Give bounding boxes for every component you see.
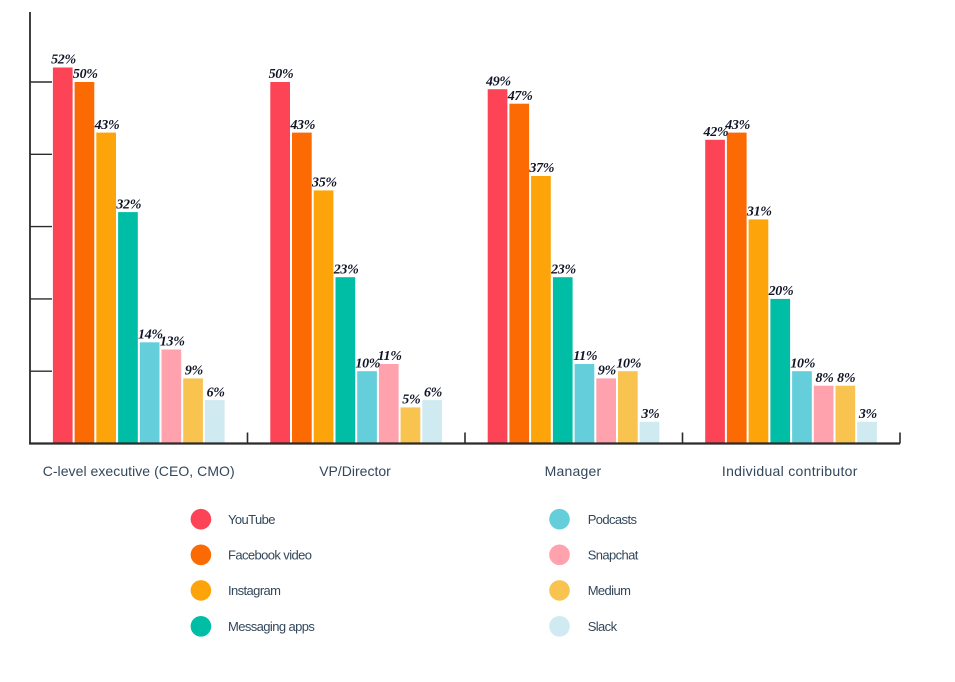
svg-text:11%: 11% xyxy=(378,349,402,364)
svg-text:42%: 42% xyxy=(703,125,729,140)
svg-text:43%: 43% xyxy=(289,118,315,133)
svg-text:6%: 6% xyxy=(424,385,442,400)
svg-text:5%: 5% xyxy=(402,393,420,408)
svg-text:8%: 8% xyxy=(815,371,833,386)
svg-text:11%: 11% xyxy=(573,349,597,364)
svg-text:47%: 47% xyxy=(507,89,533,104)
svg-text:31%: 31% xyxy=(746,205,772,220)
svg-text:9%: 9% xyxy=(598,364,616,379)
svg-text:10%: 10% xyxy=(790,356,815,371)
svg-text:Podcasts: Podcasts xyxy=(588,512,638,527)
svg-text:14%: 14% xyxy=(138,328,163,343)
svg-text:Instagram: Instagram xyxy=(228,583,280,598)
svg-text:23%: 23% xyxy=(550,262,576,277)
svg-text:Slack: Slack xyxy=(588,619,618,634)
svg-text:50%: 50% xyxy=(73,67,98,82)
svg-text:8%: 8% xyxy=(837,371,855,386)
svg-text:3%: 3% xyxy=(858,407,877,422)
svg-text:Facebook video: Facebook video xyxy=(228,548,312,563)
svg-text:9%: 9% xyxy=(185,364,203,379)
svg-text:20%: 20% xyxy=(768,284,794,299)
svg-text:YouTube: YouTube xyxy=(228,512,275,527)
svg-text:C-level executive (CEO, CMO): C-level executive (CEO, CMO) xyxy=(43,463,235,479)
svg-text:VP/Director: VP/Director xyxy=(319,463,391,479)
svg-text:Manager: Manager xyxy=(545,463,602,479)
svg-text:43%: 43% xyxy=(94,118,120,133)
svg-text:Individual contributor: Individual contributor xyxy=(722,463,858,479)
svg-text:10%: 10% xyxy=(355,356,380,371)
svg-text:10%: 10% xyxy=(616,356,641,371)
svg-text:49%: 49% xyxy=(485,74,511,89)
svg-text:23%: 23% xyxy=(333,262,359,277)
svg-text:Snapchat: Snapchat xyxy=(588,548,639,563)
svg-text:3%: 3% xyxy=(640,407,659,422)
svg-text:43%: 43% xyxy=(724,118,750,133)
svg-text:13%: 13% xyxy=(160,335,185,350)
svg-text:32%: 32% xyxy=(115,197,141,212)
svg-text:6%: 6% xyxy=(207,385,225,400)
svg-text:50%: 50% xyxy=(269,67,294,82)
svg-text:Medium: Medium xyxy=(588,583,631,598)
svg-text:52%: 52% xyxy=(51,53,76,68)
svg-text:35%: 35% xyxy=(311,176,337,191)
svg-text:Messaging apps: Messaging apps xyxy=(228,619,315,634)
svg-text:37%: 37% xyxy=(528,161,554,176)
